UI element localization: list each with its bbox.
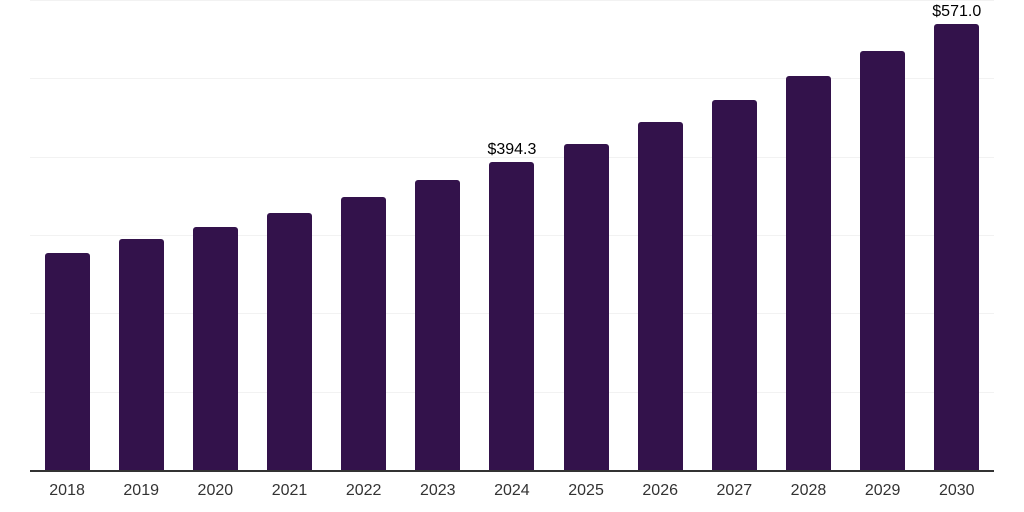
data-label: $394.3: [487, 141, 537, 159]
bar-group-2026: [637, 1, 683, 471]
x-tick-label: 2021: [271, 482, 308, 499]
x-axis-labels: 2018 2019 2020 2021 2022 2023 2024 2025 2026 2027…: [30, 482, 994, 500]
bar: [711, 100, 757, 471]
bar: [341, 196, 387, 471]
bar: [934, 23, 980, 471]
bar: [266, 212, 312, 471]
x-tick-label: 2023: [419, 482, 456, 499]
x-tick-label: 2026: [642, 482, 678, 499]
bar-group-2023: [415, 1, 461, 471]
x-tick-label: 2029: [864, 482, 901, 499]
bars: $394.3 $571.0: [30, 1, 994, 471]
bar-group-2019: [118, 1, 164, 471]
bar: [489, 162, 535, 471]
bar: [563, 143, 609, 471]
x-tick-label: 2028: [790, 482, 827, 499]
gridline: [30, 156, 994, 158]
bar-group-2018: [44, 1, 90, 471]
bar-group-2027: [711, 1, 757, 471]
x-tick-label: 2018: [49, 482, 85, 499]
x-tick-label: 2019: [123, 482, 159, 499]
x-tick-label: 2027: [716, 482, 753, 499]
bar: [637, 122, 683, 471]
bar-group-2020: [192, 1, 238, 471]
x-tick-label: 2025: [568, 482, 604, 499]
plot-area: $394.3 $571.0: [30, 0, 994, 472]
gridline: [30, 78, 994, 80]
gridline: [30, 0, 994, 1]
x-tick-label: 2020: [197, 482, 234, 499]
x-tick-label: 2030: [938, 482, 975, 499]
bar: [785, 76, 831, 471]
data-label: $571.0: [932, 2, 982, 20]
bar-group-2024: $394.3: [487, 1, 537, 471]
bar-group-2028: [785, 1, 831, 471]
bar-group-2021: [266, 1, 312, 471]
bar-group-2022: [341, 1, 387, 471]
bar: [192, 226, 238, 471]
bar: [118, 239, 164, 471]
x-tick-label: 2024: [494, 482, 530, 499]
bar-group-2025: [563, 1, 609, 471]
bar-group-2030: $571.0: [932, 1, 982, 471]
bar: [415, 179, 461, 471]
x-axis-line: [30, 470, 994, 472]
bar-group-2029: [860, 1, 906, 471]
bar: [44, 253, 90, 471]
x-tick-label: 2022: [345, 482, 382, 499]
bar: [860, 51, 906, 471]
